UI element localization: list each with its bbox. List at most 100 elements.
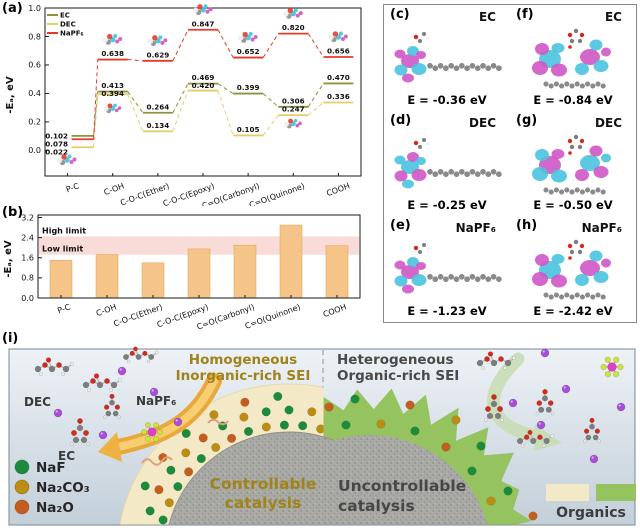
panel-d: (d) DEC E = -0.25 eV bbox=[384, 111, 510, 217]
napf6-molecule-label: NaPF₆ bbox=[136, 394, 176, 408]
organics-legend-label: Organics bbox=[556, 505, 626, 521]
left-heading-line2: Inorganic-rich SEI bbox=[176, 368, 311, 384]
right-heading-line2: Organic-rich SEI bbox=[337, 368, 459, 384]
orbital-isosurface-image bbox=[532, 240, 611, 300]
svg-text:DEC: DEC bbox=[60, 21, 76, 29]
svg-text:0.638: 0.638 bbox=[101, 49, 124, 58]
panel-d-letter: (d) bbox=[390, 112, 412, 128]
adsorption-energy-value: E = -0.25 eV bbox=[407, 198, 487, 213]
svg-text:0.629: 0.629 bbox=[146, 50, 169, 59]
svg-text:0.820: 0.820 bbox=[282, 23, 305, 32]
molecule-name: NaPF₆ bbox=[455, 221, 496, 236]
svg-text:0.022: 0.022 bbox=[45, 147, 68, 156]
electrode-particle bbox=[168, 431, 488, 525]
svg-text:0.399: 0.399 bbox=[237, 83, 260, 92]
panel-b-chart: -Eₐ, eV High limit Low limit 0.0 0.8 1.6 2.4 3… bbox=[3, 213, 361, 332]
svg-text:NaPF₆: NaPF₆ bbox=[60, 30, 84, 38]
naf-legend-label: NaF bbox=[36, 460, 66, 476]
naf-legend-dot bbox=[14, 459, 30, 475]
left-caption-line1: Controllable bbox=[210, 475, 317, 493]
panel-e: (e) NaPF₆ E = -1.23 eV bbox=[384, 216, 510, 322]
organics-swatch-cream bbox=[546, 484, 589, 501]
organic-strand-squiggles bbox=[141, 418, 229, 466]
molecule-name: EC bbox=[478, 10, 496, 24]
svg-text:1.0: 1.0 bbox=[28, 4, 41, 13]
panel-i-label: (i) bbox=[2, 331, 19, 346]
adsorption-energy-value: E = -0.36 eV bbox=[407, 92, 487, 107]
svg-text:0.8: 0.8 bbox=[28, 32, 41, 41]
molecule-name: NaPF₆ bbox=[581, 221, 622, 236]
orbital-isosurface-image bbox=[394, 243, 502, 294]
svg-text:C-OH: C-OH bbox=[103, 181, 126, 197]
panel-g: (g) DEC E = -0.50 eV bbox=[510, 111, 636, 217]
ec-molecule-label: EC bbox=[58, 449, 75, 463]
right-caption-line2: catalysis bbox=[338, 497, 415, 515]
svg-text:0.105: 0.105 bbox=[237, 125, 260, 134]
panel-b-y-axis-label: -Eₐ, eV bbox=[3, 240, 14, 278]
svg-text:0.264: 0.264 bbox=[146, 102, 169, 111]
svg-text:COOH: COOH bbox=[322, 302, 348, 319]
left-caption-line2: catalysis bbox=[225, 494, 302, 512]
svg-text:0.0: 0.0 bbox=[21, 294, 34, 303]
svg-text:P-C: P-C bbox=[65, 181, 81, 194]
orbital-isosurface-image bbox=[532, 134, 611, 195]
panel-c: (c) EC E = -0.36 eV bbox=[384, 5, 510, 111]
na2o-legend-label: Na₂O bbox=[36, 500, 74, 516]
organics-swatch-green bbox=[596, 484, 636, 501]
panel-h-letter: (h) bbox=[516, 218, 538, 234]
adsorption-energy-value: E = -0.84 eV bbox=[533, 92, 613, 107]
svg-text:0.8: 0.8 bbox=[21, 274, 34, 283]
svg-text:0.6: 0.6 bbox=[28, 61, 41, 70]
panel-h: (h) NaPF₆ E = -2.42 eV bbox=[510, 216, 636, 322]
inorganic-sei-particles bbox=[140, 391, 324, 525]
right-caption-line1: Uncontrollable bbox=[338, 477, 466, 495]
svg-text:0.394: 0.394 bbox=[101, 89, 124, 98]
svg-text:0.652: 0.652 bbox=[237, 47, 260, 56]
svg-text:0.0: 0.0 bbox=[28, 146, 41, 155]
panel-i-schematic: Homogeneous Inorganic-rich SEI Heterogen… bbox=[8, 346, 636, 526]
orbital-isosurface-image bbox=[394, 32, 502, 83]
panel-c-letter: (c) bbox=[390, 7, 410, 22]
svg-text:COOH: COOH bbox=[325, 181, 351, 198]
svg-text:0.306: 0.306 bbox=[282, 96, 305, 105]
svg-text:C-OH: C-OH bbox=[95, 302, 118, 318]
svg-text:EC: EC bbox=[60, 12, 70, 20]
panel-ch-box: (c) EC E = -0.36 eV (d) DEC E = -0.25 eV… bbox=[383, 4, 637, 323]
electrolyte-molecules-left bbox=[34, 346, 183, 446]
svg-text:0.420: 0.420 bbox=[192, 81, 215, 90]
na2co3-legend-label: Na₂CO₃ bbox=[36, 480, 90, 496]
svg-text:High limit: High limit bbox=[42, 226, 86, 235]
svg-text:2.4: 2.4 bbox=[21, 233, 34, 242]
dec-molecule-label: DEC bbox=[24, 395, 51, 409]
svg-text:P-C: P-C bbox=[56, 302, 72, 315]
organic-sei-particles bbox=[324, 394, 538, 521]
orbital-isosurface-image bbox=[532, 28, 611, 89]
panel-a-label: (a) bbox=[2, 1, 23, 16]
panel-a-chart: -Eₐ, eV 0.00.20.40.60.81.0P-C C-OHC-O-C(E… bbox=[5, 4, 362, 206]
molecule-name: DEC bbox=[469, 115, 496, 130]
panel-g-letter: (g) bbox=[516, 112, 538, 128]
orbital-isosurface-image bbox=[394, 137, 502, 189]
na2co3-legend-dot bbox=[14, 479, 30, 495]
svg-text:0.247: 0.247 bbox=[282, 105, 305, 114]
svg-text:0.336: 0.336 bbox=[327, 92, 350, 101]
svg-text:0.847: 0.847 bbox=[192, 19, 215, 28]
molecule-name: EC bbox=[604, 10, 622, 24]
svg-text:0.134: 0.134 bbox=[146, 121, 169, 130]
svg-text:1.6: 1.6 bbox=[21, 254, 34, 263]
panel-f-letter: (f) bbox=[516, 7, 534, 22]
svg-text:0.2: 0.2 bbox=[28, 118, 41, 127]
svg-text:0.470: 0.470 bbox=[327, 73, 350, 82]
svg-text:0.102: 0.102 bbox=[45, 131, 68, 140]
svg-text:0.413: 0.413 bbox=[101, 81, 124, 90]
left-heading-line1: Homogeneous bbox=[189, 352, 297, 368]
panel-f: (f) EC E = -0.84 eV bbox=[510, 5, 636, 111]
na2o-legend-dot bbox=[14, 499, 30, 515]
sei-legend: NaF Na₂CO₃ Na₂O bbox=[14, 459, 90, 516]
electrolyte-molecules-right bbox=[476, 348, 626, 464]
molecule-name: DEC bbox=[595, 115, 622, 130]
adsorption-energy-value: E = -1.23 eV bbox=[407, 303, 487, 318]
panel-a-plot-area: 0.00.20.40.60.81.0P-C C-OHC-O-C(Ether)C-O… bbox=[28, 4, 362, 206]
adsorption-energy-value: E = -2.42 eV bbox=[533, 303, 613, 318]
